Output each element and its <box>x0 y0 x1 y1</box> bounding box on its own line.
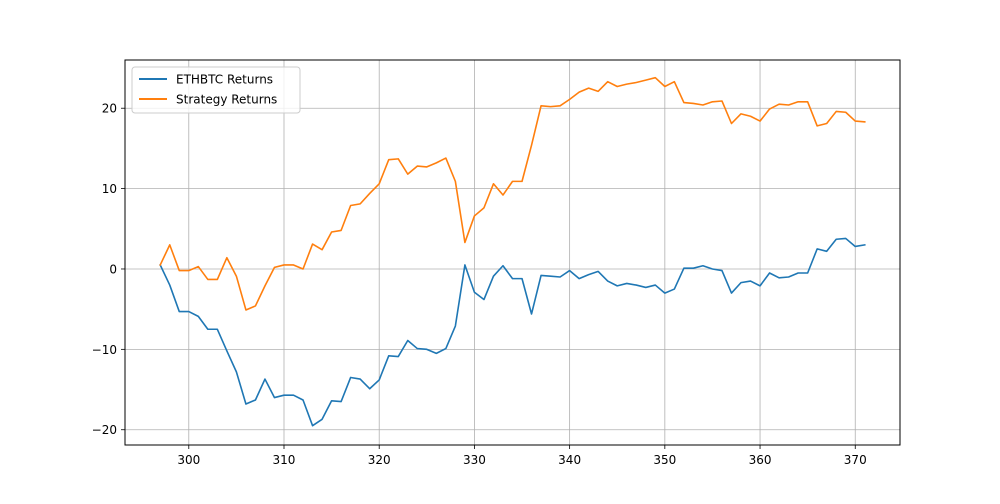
x-tick-label: 340 <box>558 453 581 467</box>
x-tick-label: 310 <box>273 453 296 467</box>
y-tick-label: −10 <box>92 343 117 357</box>
legend-box <box>131 66 301 114</box>
series-lines <box>159 76 866 427</box>
series-line-ethbtc-returns <box>159 237 866 427</box>
x-tick-label: 330 <box>463 453 486 467</box>
grid <box>125 60 900 445</box>
plot-frame <box>124 59 901 446</box>
series-line-strategy-returns <box>159 76 866 311</box>
y-tick-label: −20 <box>92 423 117 437</box>
y-tick-label: 10 <box>102 182 117 196</box>
x-tick-label: 300 <box>177 453 200 467</box>
y-tick-label: 0 <box>109 262 117 276</box>
x-tick-label: 360 <box>749 453 772 467</box>
y-tick-label: 20 <box>102 102 117 116</box>
x-tick-label: 320 <box>368 453 391 467</box>
x-tick-label: 370 <box>844 453 867 467</box>
legend-label-strategy-returns: Strategy Returns <box>176 93 277 107</box>
axis-ticks: 300 310 320 330 340 350 360 370 −20 −10 0 10 20 <box>92 102 867 467</box>
legend-label-ethbtc-returns: ETHBTC Returns <box>176 73 273 87</box>
legend: ETHBTC Returns Strategy Returns <box>131 66 301 114</box>
x-tick-label: 350 <box>653 453 676 467</box>
